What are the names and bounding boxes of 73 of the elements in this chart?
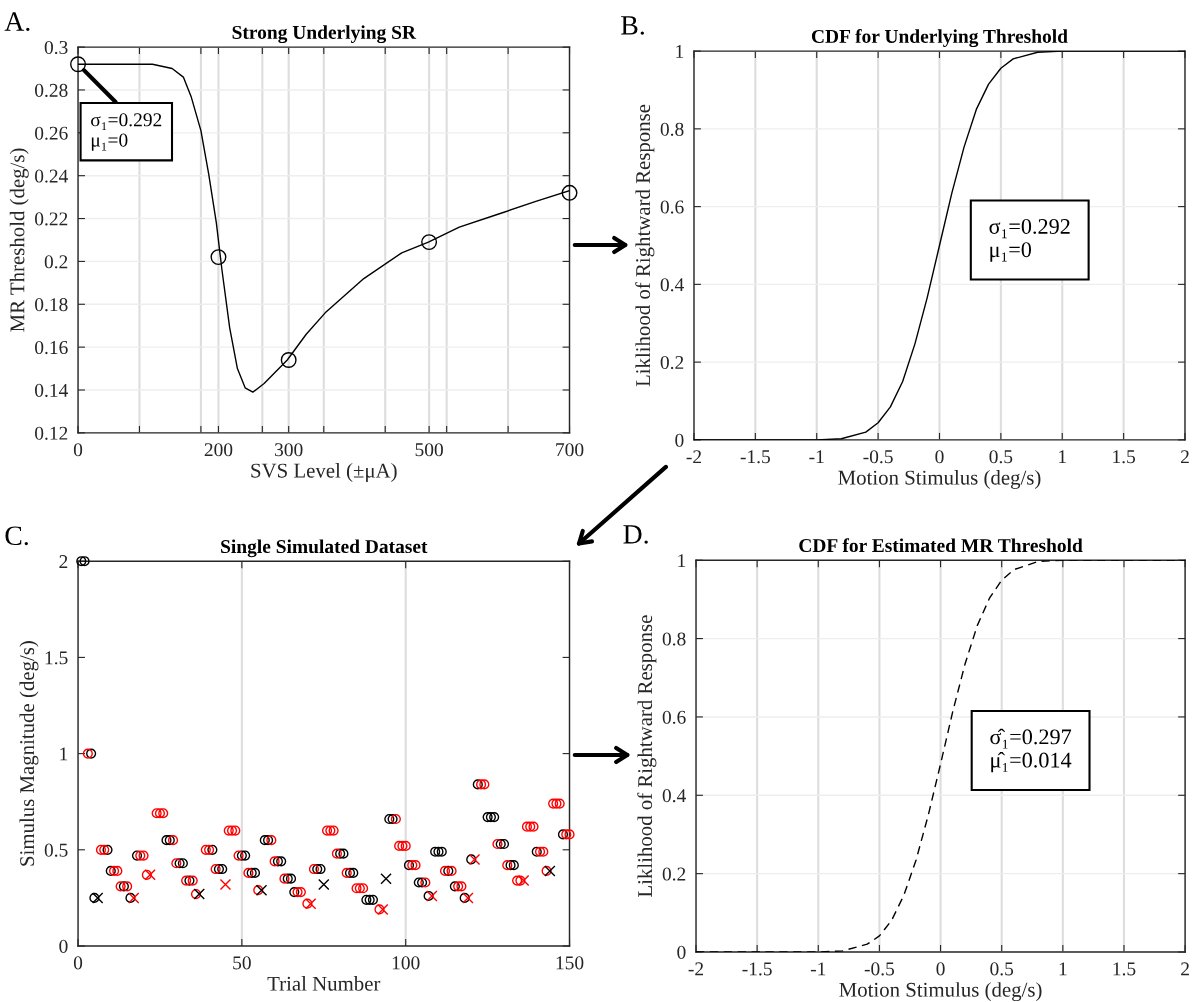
y-tick-label: 1.5 <box>45 651 68 665</box>
y-tick-label: 0.8 <box>662 632 686 646</box>
y-tick-label: 0.3 <box>44 40 68 55</box>
x-tick-label: 2 <box>1181 962 1189 976</box>
x-tick-label: 200 <box>204 443 233 457</box>
y-tick-label: 0.16 <box>35 340 68 355</box>
chart-title: Single Simulated Dataset <box>221 539 428 558</box>
chart-title: CDF for Underlying Threshold <box>811 29 1068 48</box>
y-tick-label: 0.6 <box>662 710 686 724</box>
y-tick-label: 0.2 <box>660 355 684 370</box>
text: D. <box>623 525 648 544</box>
y-axis-title: Liklihood of Rightward Response <box>635 104 655 387</box>
y-tick-label: 1 <box>678 554 686 567</box>
y-axis-title: Simulus Magnitude (deg/s) <box>19 641 39 866</box>
x-tick-label: 0 <box>73 956 83 970</box>
text: B. <box>621 16 644 35</box>
y-tick-label: 0.6 <box>660 200 684 214</box>
y-tick-label: 0.28 <box>35 83 68 97</box>
x-tick-label: 0 <box>935 450 944 464</box>
x-axis-title: Motion Stimulus (deg/s) <box>838 470 1041 489</box>
annotation: σ₁=0.292 μ₁=0 <box>989 218 1070 262</box>
y-tick-label: 0 <box>677 945 686 959</box>
y-tick-label: 1 <box>676 45 684 58</box>
x-tick-label: 1.5 <box>1113 450 1136 464</box>
x-tick-label: 500 <box>415 443 443 457</box>
y-tick-label: 0.14 <box>35 383 68 398</box>
annotation: σ₁=0.292 μ₁=0 <box>91 113 162 151</box>
x-tick-label: 0 <box>936 962 945 976</box>
y-axis-title: MR Threshold (deg/s) <box>9 148 29 332</box>
x-tick-label: 2 <box>1181 450 1189 464</box>
x-tick-label: 1 <box>1059 962 1067 976</box>
x-tick-label: -1 <box>810 962 826 976</box>
annotation: σ̂₁=0.297 μ̂₁=0.014 <box>990 728 1072 773</box>
x-tick-label: 50 <box>233 956 251 970</box>
y-tick-label: 0.24 <box>35 169 68 183</box>
y-tick-label: 0.2 <box>662 867 686 881</box>
x-tick-label: 1 <box>1059 450 1066 464</box>
x-tick-label: 700 <box>556 443 584 457</box>
y-axis-title: Liklihood of Rightward Response <box>637 615 657 897</box>
x-axis-title: Trial Number <box>267 976 381 991</box>
x-tick-label: -2 <box>686 450 701 464</box>
y-tick-label: 0.2 <box>44 255 68 269</box>
x-tick-label: 1.5 <box>1113 962 1136 976</box>
y-tick-label: 0 <box>59 939 68 953</box>
x-tick-label: 300 <box>275 443 303 457</box>
y-tick-label: 0.18 <box>35 298 68 312</box>
text: C. <box>5 526 28 546</box>
y-tick-label: 1 <box>60 747 68 761</box>
x-tick-label: -0.5 <box>864 962 895 976</box>
x-tick-label: 0.5 <box>990 962 1014 976</box>
y-tick-label: 0.12 <box>35 426 68 440</box>
y-tick-label: 0.4 <box>662 789 686 803</box>
y-tick-label: 0 <box>675 433 684 447</box>
x-tick-label: -0.5 <box>863 450 893 464</box>
y-tick-label: 0.26 <box>35 126 68 140</box>
x-tick-label: 100 <box>392 956 420 970</box>
x-tick-label: -1.5 <box>740 450 770 464</box>
chart-title: CDF for Estimated MR Threshold <box>799 538 1083 553</box>
y-tick-label: 2 <box>59 555 68 568</box>
y-tick-label: 0.8 <box>660 122 684 136</box>
y-tick-label: 0.5 <box>44 843 68 857</box>
x-axis-title: Motion Stimulus (deg/s) <box>839 982 1042 1002</box>
text: A. <box>4 12 30 32</box>
x-tick-label: -1.5 <box>742 962 772 976</box>
chart-title: Strong Underlying SR <box>232 25 417 44</box>
y-tick-label: 0.22 <box>35 212 68 226</box>
x-tick-label: -1 <box>809 450 824 464</box>
x-tick-label: 150 <box>556 956 584 970</box>
x-tick-label: 0 <box>73 443 83 457</box>
x-tick-label: -2 <box>688 962 704 976</box>
y-tick-label: 0.4 <box>660 278 684 292</box>
x-axis-title: SVS Level (±μA) <box>251 463 397 482</box>
x-tick-label: 0.5 <box>989 450 1013 464</box>
